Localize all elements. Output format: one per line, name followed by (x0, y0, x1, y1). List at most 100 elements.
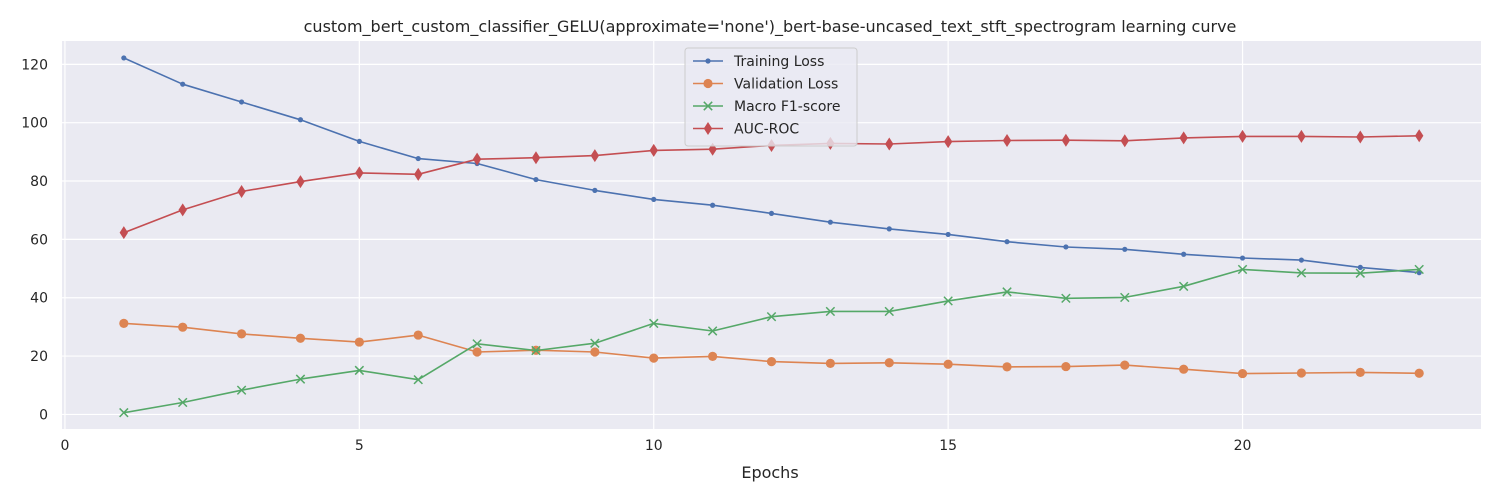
data-point (1357, 264, 1363, 270)
data-point (943, 135, 953, 149)
series-auc-roc (119, 129, 1424, 240)
data-point (884, 358, 894, 368)
data-point (703, 122, 713, 135)
y-tick-label: 100 (21, 116, 48, 132)
data-point (1002, 133, 1012, 147)
x-tick-label: 0 (60, 438, 69, 454)
data-point (1179, 131, 1188, 145)
data-point (768, 210, 775, 217)
data-point (1238, 129, 1247, 143)
data-point (356, 138, 362, 144)
data-point (531, 345, 541, 356)
data-point (415, 155, 421, 162)
data-point (1355, 367, 1365, 378)
data-point (943, 359, 953, 369)
data-point (295, 333, 306, 343)
x-tick-label: 20 (1234, 438, 1252, 454)
data-point (590, 338, 600, 348)
data-point (531, 151, 541, 165)
data-point (1061, 361, 1071, 372)
data-point (1237, 368, 1248, 379)
legend-label: AUC-ROC (734, 122, 799, 138)
y-tick-label: 60 (30, 232, 48, 248)
data-point (1355, 268, 1366, 278)
data-point (414, 167, 423, 181)
data-point (766, 311, 777, 322)
x-tick-label: 10 (645, 438, 663, 454)
axis-ticks: 0 5 10 15 20 0 20 40 60 80 100 120 (21, 57, 1251, 454)
data-point (825, 306, 836, 317)
legend-item: Macro F1-score (693, 99, 840, 115)
data-point (1063, 244, 1069, 250)
series-layer (119, 55, 1424, 418)
data-point (1239, 255, 1246, 261)
data-point (649, 143, 658, 157)
data-point (945, 231, 951, 238)
data-point (180, 81, 186, 87)
data-point (886, 226, 892, 232)
data-point (703, 101, 713, 111)
data-point (178, 203, 187, 217)
data-point (413, 330, 423, 340)
data-point (237, 185, 246, 199)
data-point (354, 337, 364, 347)
data-point (533, 176, 539, 183)
data-point (1356, 130, 1365, 144)
chart-title: custom_bert_custom_classifier_GELU(appro… (304, 17, 1237, 37)
data-point (177, 397, 188, 408)
data-point (121, 55, 127, 61)
data-point (1122, 246, 1128, 252)
y-tick-label: 20 (30, 349, 48, 365)
data-point (1237, 264, 1248, 275)
data-point (590, 347, 600, 357)
data-point (703, 78, 713, 89)
data-point (1298, 257, 1305, 263)
data-point (1002, 362, 1012, 372)
data-point (236, 385, 247, 395)
series-training-loss (121, 55, 1422, 276)
data-point (708, 351, 718, 361)
data-point (238, 99, 245, 105)
data-point (236, 329, 247, 339)
y-tick-label: 0 (39, 407, 48, 423)
data-point (1120, 360, 1130, 370)
legend-label: Validation Loss (734, 77, 838, 93)
data-point (296, 175, 305, 189)
data-point (472, 152, 482, 166)
data-point (1296, 368, 1307, 378)
data-point (590, 149, 600, 163)
x-tick-label: 5 (355, 438, 364, 454)
legend-box (684, 47, 858, 147)
data-point (827, 219, 833, 225)
data-point (649, 353, 659, 363)
y-tick-label: 80 (30, 174, 48, 190)
data-point (119, 226, 129, 240)
data-point (1120, 134, 1129, 148)
data-point (1297, 129, 1306, 143)
data-point (885, 137, 894, 151)
data-point (825, 358, 835, 368)
data-point (766, 357, 777, 367)
series-macro-f1-score (119, 264, 1424, 418)
x-axis-label: Epochs (741, 463, 798, 482)
y-tick-label: 40 (30, 291, 48, 307)
data-point (1120, 292, 1130, 303)
legend-item: AUC-ROC (693, 122, 799, 138)
data-point (472, 339, 482, 349)
data-point (354, 365, 365, 376)
data-point (1414, 264, 1424, 275)
data-point (1061, 133, 1071, 147)
data-point (884, 306, 894, 317)
data-point (178, 322, 188, 332)
data-point (649, 318, 659, 329)
y-tick-label: 120 (21, 57, 48, 73)
legend-item: Training Loss (693, 54, 824, 70)
data-point (1414, 129, 1424, 143)
data-point (355, 166, 364, 180)
data-point (119, 407, 129, 418)
data-point (1004, 239, 1010, 245)
legend-label: Macro F1-score (734, 99, 840, 115)
legend: Training Loss Validation Loss Macro F1-sco… (684, 47, 858, 147)
data-point (413, 374, 423, 385)
